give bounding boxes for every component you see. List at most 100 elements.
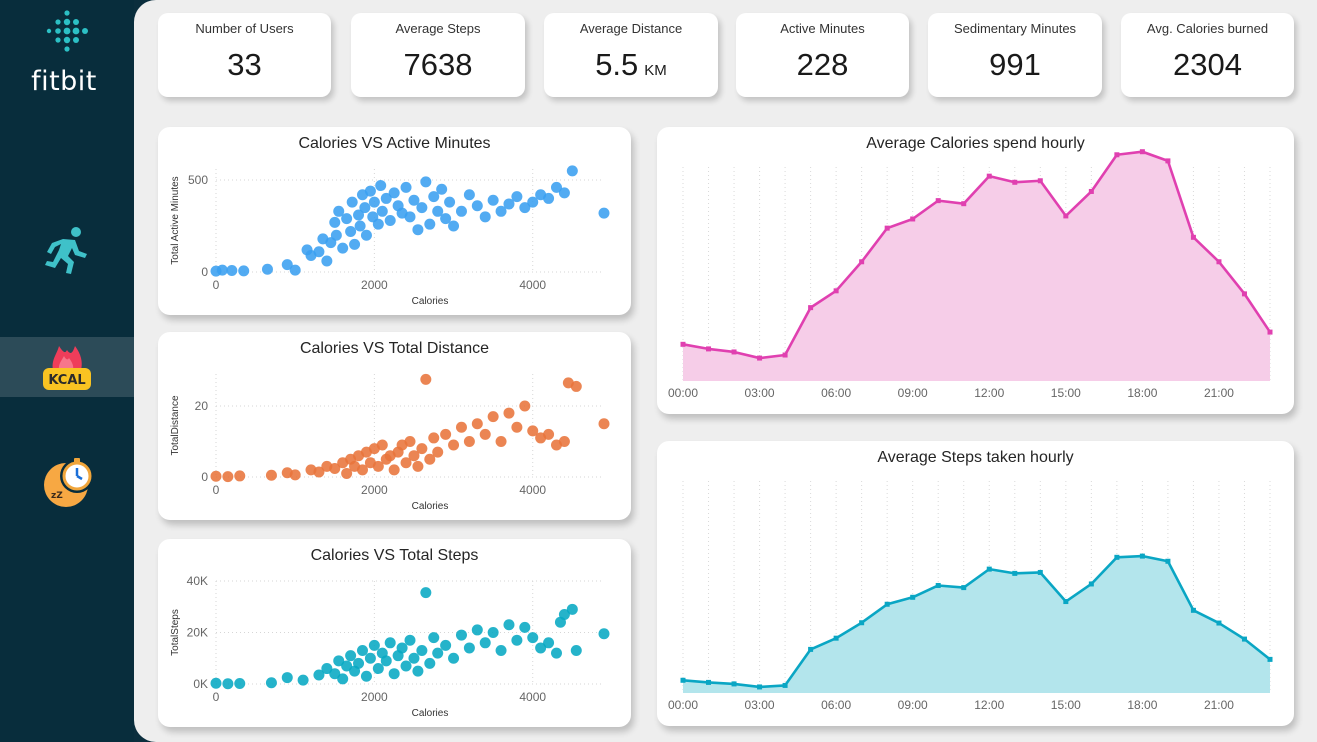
scatter-point	[471, 624, 483, 636]
scatter-point	[281, 672, 293, 684]
area-fill	[683, 151, 1270, 381]
scatter-point	[558, 435, 570, 447]
area-chart-calories-hourly[interactable]: 00:00 03:00 06:00 09:00 12:00 15:00 18:00 21:00	[657, 127, 1294, 414]
data-point	[986, 173, 992, 179]
scatter-point	[495, 205, 507, 217]
chart-card-calories-steps: Calories VS Total Steps 0 2000 4000 0K 20K 40…	[158, 539, 631, 727]
scatter-point	[346, 196, 358, 208]
scatter-chart-calories-distance[interactable]: 0 2000 4000 0 20 Calories TotalDistance	[158, 332, 631, 520]
scatter-point	[448, 439, 460, 451]
scatter-point	[428, 432, 440, 444]
scatter-point	[511, 634, 523, 646]
scatter-point	[416, 645, 428, 657]
scatter-point	[440, 428, 452, 440]
scatter-point	[448, 652, 460, 664]
data-point	[833, 635, 839, 641]
scatter-point	[570, 380, 582, 392]
scatter-point	[412, 460, 424, 472]
scatter-point	[463, 435, 475, 447]
scatter-point	[511, 191, 523, 203]
scatter-point	[289, 469, 301, 481]
data-point	[884, 225, 890, 231]
scatter-point	[527, 196, 539, 208]
scatter-point	[261, 263, 273, 275]
data-point	[859, 259, 865, 265]
x-tick-label: 03:00	[745, 386, 775, 400]
y-tick-label: 500	[188, 173, 208, 187]
scatter-point	[455, 421, 467, 433]
scatter-chart-calories-steps[interactable]: 0 2000 4000 0K 20K 40K Calories TotalSteps	[158, 539, 631, 727]
data-point	[1088, 581, 1094, 587]
data-point	[731, 349, 737, 355]
kpi-label: Sedimentary Minutes	[953, 21, 1077, 36]
scatter-point	[455, 629, 467, 641]
nav-item-activity[interactable]	[0, 220, 134, 280]
scatter-point	[543, 192, 555, 204]
x-tick-label: 09:00	[898, 386, 928, 400]
scatter-point	[503, 619, 515, 631]
x-axis-title: Calories	[412, 708, 449, 719]
area-chart-steps-hourly[interactable]: 00:00 03:00 06:00 09:00 12:00 15:00 18:00 21:00	[657, 441, 1294, 726]
kpi-label: Active Minutes	[780, 21, 865, 36]
data-point	[986, 566, 992, 572]
data-point	[1088, 188, 1094, 194]
scatter-point	[420, 176, 432, 188]
data-point	[1241, 291, 1247, 297]
scatter-chart-calories-active-minutes[interactable]: 0 2000 4000 0 500 Calories Total Active Minute…	[158, 127, 631, 315]
chart-title: Average Calories spend hourly	[866, 135, 1085, 152]
kpi-value: 228	[796, 47, 849, 82]
y-axis-title: TotalDistance	[170, 395, 181, 455]
scatter-point	[412, 224, 424, 236]
scatter-point	[364, 185, 376, 197]
scatter-point	[416, 202, 428, 214]
chart-title: Calories VS Total Distance	[299, 340, 490, 357]
x-axis-title: Calories	[412, 296, 449, 307]
data-point	[1012, 179, 1018, 185]
chart-title: Calories VS Total Steps	[310, 547, 479, 564]
scatter-point	[372, 663, 384, 675]
scatter-point	[503, 198, 515, 210]
nav-item-calories[interactable]: KCAL	[0, 337, 134, 397]
data-point	[1063, 599, 1069, 605]
kpi-label: Number of Users	[195, 21, 294, 36]
kpi-card-sedentary-minutes: Sedimentary Minutes 991	[928, 13, 1102, 97]
data-point	[1165, 158, 1171, 164]
chart-card-calories-distance: Calories VS Total Distance 0 2000 4000 0 20 C…	[158, 332, 631, 520]
sleep-moon-icon: zZ	[44, 458, 94, 507]
x-tick-label: 4000	[519, 278, 546, 292]
chart-title: Average Steps taken hourly	[877, 449, 1074, 466]
scatter-point	[329, 216, 341, 228]
x-tick-label: 0	[213, 278, 220, 292]
scatter-point	[566, 603, 578, 615]
x-tick-label: 15:00	[1051, 386, 1081, 400]
data-point	[706, 679, 712, 685]
data-point	[859, 620, 865, 626]
scatter-point	[420, 587, 432, 599]
scatter-point	[471, 200, 483, 212]
svg-text:KCAL: KCAL	[48, 373, 85, 388]
kpi-card-steps: Average Steps 7638	[351, 13, 525, 97]
data-point	[1037, 178, 1043, 184]
data-point	[1037, 569, 1043, 575]
scatter-point	[341, 467, 353, 479]
scatter-point	[313, 246, 325, 258]
scatter-point	[527, 632, 539, 644]
kpi-value: 5.5 KM	[595, 47, 667, 82]
scatter-point	[428, 632, 440, 644]
data-point	[935, 198, 941, 204]
y-axis-title: TotalSteps	[170, 609, 181, 656]
data-point	[1114, 554, 1120, 560]
kpi-label: Average Distance	[579, 21, 683, 36]
scatter-point	[359, 202, 371, 214]
scatter-point	[376, 439, 388, 451]
scatter-point	[313, 669, 325, 681]
scatter-point	[432, 205, 444, 217]
scatter-point	[345, 226, 357, 238]
scatter-point	[598, 207, 610, 219]
x-tick-label: 21:00	[1204, 698, 1234, 712]
sidebar: fitbit KCAL zZ	[0, 0, 134, 742]
scatter-point	[455, 205, 467, 217]
nav-item-sleep[interactable]: zZ	[0, 452, 134, 512]
scatter-point	[360, 670, 372, 682]
scatter-point	[444, 196, 456, 208]
